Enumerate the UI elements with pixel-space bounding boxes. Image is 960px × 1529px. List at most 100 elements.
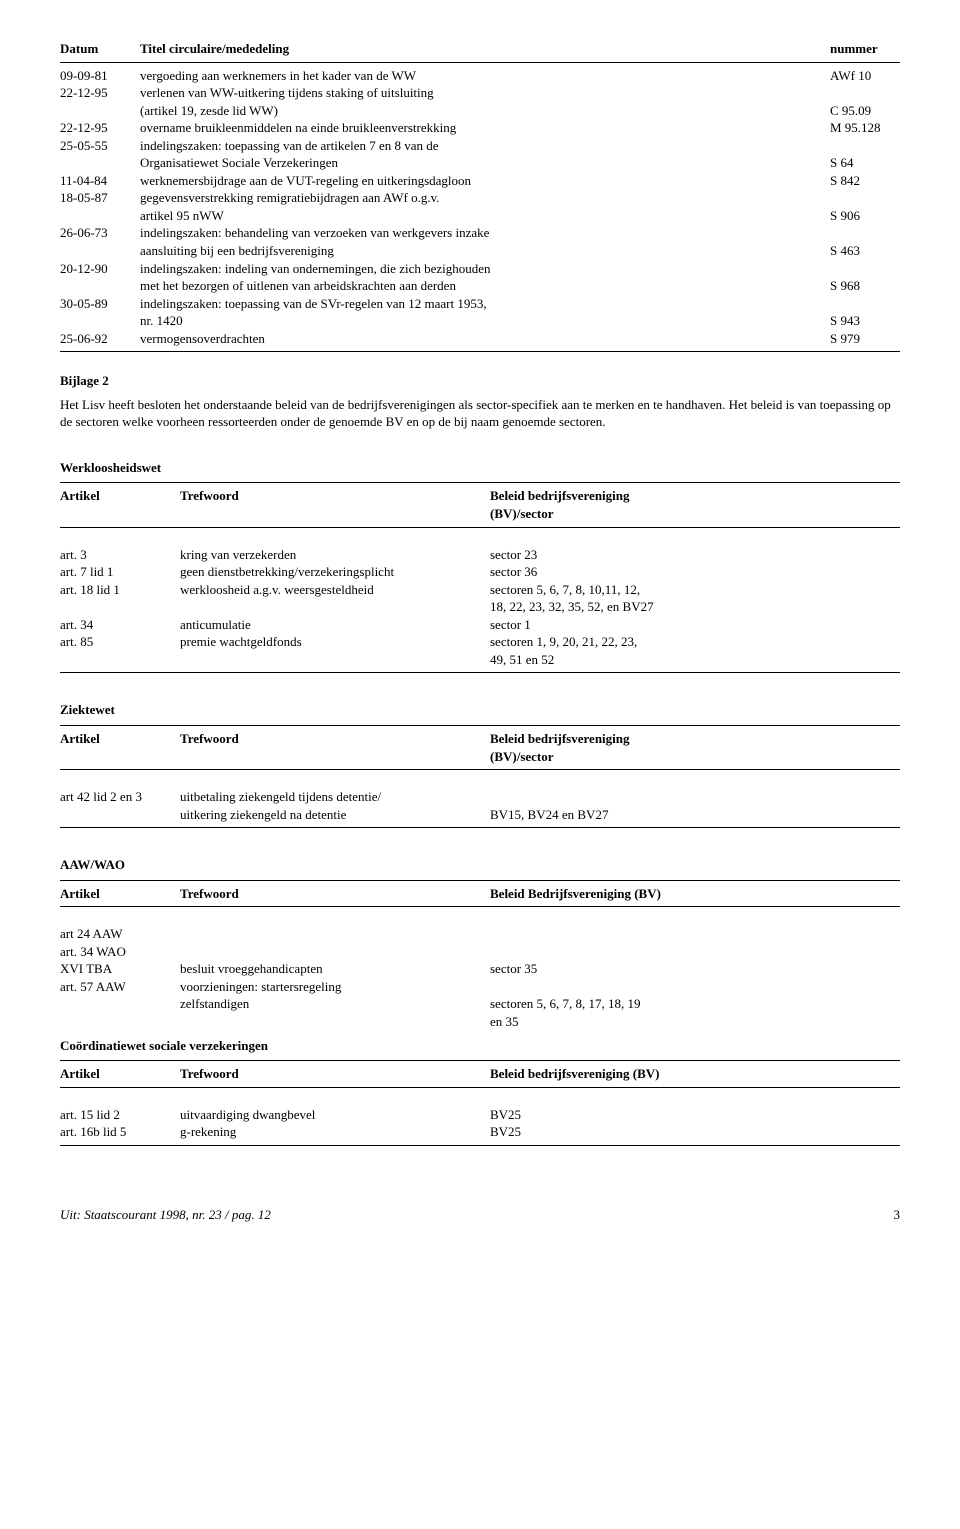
- table-row: zelfstandigensectoren 5, 6, 7, 8, 17, 18…: [60, 995, 900, 1013]
- cell-title: vermogensoverdrachten: [140, 330, 830, 348]
- cell-title: aansluiting bij een bedrijfsvereniging: [140, 242, 830, 260]
- cell-trefwoord: [180, 925, 490, 943]
- cell-number: S 979: [830, 330, 900, 348]
- coord-body: art. 15 lid 2uitvaardiging dwangbevelBV2…: [60, 1106, 900, 1141]
- cell-date: [60, 102, 140, 120]
- cell-beleid: [490, 788, 900, 806]
- cell-title: overname bruikleenmiddelen na einde brui…: [140, 119, 830, 137]
- zw-sub: (BV)/sector: [490, 748, 900, 766]
- rule: [60, 1060, 900, 1061]
- cell-artikel: art. 16b lid 5: [60, 1123, 180, 1141]
- table-row: 22-12-95overname bruikleenmiddelen na ei…: [60, 119, 900, 137]
- table-row: art. 57 AAWvoorzieningen: startersregeli…: [60, 978, 900, 996]
- cell-artikel: [60, 995, 180, 1013]
- rule: [60, 351, 900, 352]
- rule: [60, 906, 900, 907]
- cell-number: [830, 260, 900, 278]
- col-artikel: Artikel: [60, 1065, 180, 1083]
- cell-beleid: [490, 978, 900, 996]
- cell-beleid: sectoren 5, 6, 7, 8, 10,11, 12,: [490, 581, 900, 599]
- coord-title: Coördinatiewet sociale verzekeringen: [60, 1037, 900, 1055]
- rule: [60, 1087, 900, 1088]
- cell-number: M 95.128: [830, 119, 900, 137]
- rule: [60, 725, 900, 726]
- table-row: 18-05-87gegevensverstrekking remigratieb…: [60, 189, 900, 207]
- cell-artikel: art. 15 lid 2: [60, 1106, 180, 1124]
- table-row: nr. 1420S 943: [60, 312, 900, 330]
- cell-artikel: [60, 598, 180, 616]
- table-row: 25-05-55indelingszaken: toepassing van d…: [60, 137, 900, 155]
- cell-beleid: [490, 943, 900, 961]
- cell-date: [60, 312, 140, 330]
- cell-number: S 64: [830, 154, 900, 172]
- cell-trefwoord: uitvaardiging dwangbevel: [180, 1106, 490, 1124]
- col-trefwoord: Trefwoord: [180, 487, 490, 505]
- cell-title: verlenen van WW-uitkering tijdens stakin…: [140, 84, 830, 102]
- col-trefwoord: Trefwoord: [180, 730, 490, 748]
- cell-date: 18-05-87: [60, 189, 140, 207]
- rule: [60, 880, 900, 881]
- table-row: 20-12-90indelingszaken: indeling van ond…: [60, 260, 900, 278]
- col-beleid: Beleid bedrijfsvereniging (BV): [490, 1065, 900, 1083]
- table-row: art. 3kring van verzekerdensector 23: [60, 546, 900, 564]
- aaw-title: AAW/WAO: [60, 856, 900, 874]
- cell-date: [60, 154, 140, 172]
- cell-trefwoord: [180, 943, 490, 961]
- table1-body: 09-09-81vergoeding aan werknemers in het…: [60, 67, 900, 348]
- cell-number: S 463: [830, 242, 900, 260]
- rule: [60, 1145, 900, 1146]
- cell-artikel: [60, 806, 180, 824]
- cell-beleid: 18, 22, 23, 32, 35, 52, en BV27: [490, 598, 900, 616]
- footer-right: 3: [894, 1206, 901, 1224]
- ww-sub: (BV)/sector: [490, 505, 900, 523]
- table-row: Organisatiewet Sociale VerzekeringenS 64: [60, 154, 900, 172]
- table-row: art. 34 WAO: [60, 943, 900, 961]
- cell-trefwoord: [180, 598, 490, 616]
- cell-number: S 968: [830, 277, 900, 295]
- table-row: art. 34anticumulatiesector 1: [60, 616, 900, 634]
- cell-number: C 95.09: [830, 102, 900, 120]
- cell-beleid: BV25: [490, 1106, 900, 1124]
- col-titel-header: Titel circulaire/mededeling: [140, 40, 830, 58]
- zw-title: Ziektewet: [60, 701, 900, 719]
- table-row: 26-06-73indelingszaken: behandeling van …: [60, 224, 900, 242]
- cell-trefwoord: zelfstandigen: [180, 995, 490, 1013]
- table-row: art 42 lid 2 en 3uitbetaling ziekengeld …: [60, 788, 900, 806]
- cell-trefwoord: uitbetaling ziekengeld tijdens detentie/: [180, 788, 490, 806]
- rule: [60, 827, 900, 828]
- col-artikel: Artikel: [60, 885, 180, 903]
- cell-date: 25-05-55: [60, 137, 140, 155]
- table-row: 18, 22, 23, 32, 35, 52, en BV27: [60, 598, 900, 616]
- table-row: art. 15 lid 2uitvaardiging dwangbevelBV2…: [60, 1106, 900, 1124]
- cell-trefwoord: uitkering ziekengeld na detentie: [180, 806, 490, 824]
- cell-artikel: art 42 lid 2 en 3: [60, 788, 180, 806]
- cell-title: (artikel 19, zesde lid WW): [140, 102, 830, 120]
- cell-number: [830, 84, 900, 102]
- cell-date: [60, 277, 140, 295]
- cell-date: [60, 242, 140, 260]
- cell-beleid: sectoren 5, 6, 7, 8, 17, 18, 19: [490, 995, 900, 1013]
- cell-trefwoord: voorzieningen: startersregeling: [180, 978, 490, 996]
- table-row: art. 16b lid 5g-rekeningBV25: [60, 1123, 900, 1141]
- cell-date: [60, 207, 140, 225]
- zw-header-row: Artikel Trefwoord Beleid bedrijfsverenig…: [60, 730, 900, 748]
- table-row: (artikel 19, zesde lid WW)C 95.09: [60, 102, 900, 120]
- rule: [60, 482, 900, 483]
- cell-number: [830, 137, 900, 155]
- cell-title: nr. 1420: [140, 312, 830, 330]
- cell-number: S 943: [830, 312, 900, 330]
- col-beleid: Beleid bedrijfsvereniging: [490, 730, 900, 748]
- rule: [60, 672, 900, 673]
- cell-number: [830, 189, 900, 207]
- cell-date: 11-04-84: [60, 172, 140, 190]
- bijlage2-body: Het Lisv heeft besloten het onderstaande…: [60, 396, 900, 431]
- cell-title: met het bezorgen of uitlenen van arbeids…: [140, 277, 830, 295]
- col-beleid: Beleid bedrijfsvereniging: [490, 487, 900, 505]
- cell-artikel: art. 34 WAO: [60, 943, 180, 961]
- table-row: XVI TBAbesluit vroeggehandicaptensector …: [60, 960, 900, 978]
- cell-artikel: XVI TBA: [60, 960, 180, 978]
- cell-trefwoord: geen dienstbetrekking/verzekeringsplicht: [180, 563, 490, 581]
- cell-beleid: sectoren 1, 9, 20, 21, 22, 23,: [490, 633, 900, 651]
- cell-beleid: sector 36: [490, 563, 900, 581]
- col-artikel: Artikel: [60, 730, 180, 748]
